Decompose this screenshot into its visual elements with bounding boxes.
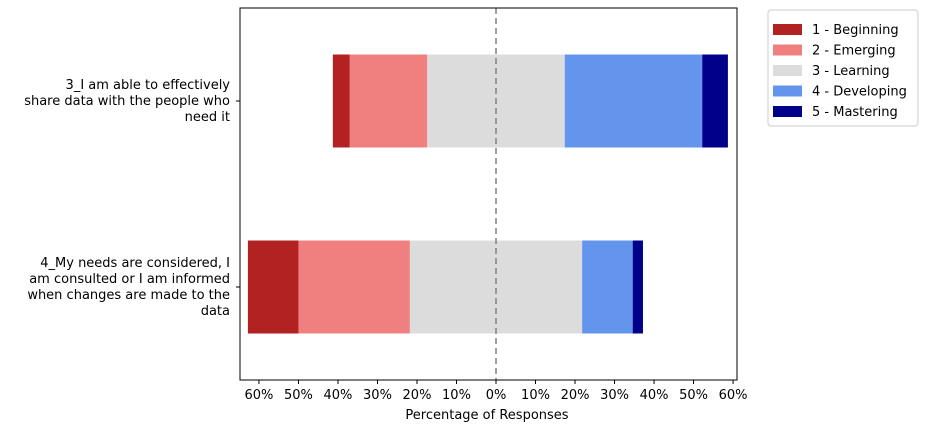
bar-segment (702, 54, 728, 148)
x-tick-label: 60% (245, 388, 274, 403)
x-tick-label: 50% (679, 388, 708, 403)
legend-swatch (773, 106, 802, 117)
legend-label: 4 - Developing (812, 85, 907, 100)
x-tick-label: 30% (600, 388, 629, 403)
x-tick-label: 40% (640, 388, 669, 403)
x-tick-label: 60% (719, 388, 748, 403)
x-axis-label: Percentage of Responses (405, 408, 568, 423)
legend-box (767, 9, 919, 127)
legend-label: 1 - Beginning (812, 23, 899, 38)
legend-swatch (773, 24, 802, 35)
x-tick-label: 40% (324, 388, 353, 403)
bar-segment (298, 240, 410, 334)
bar-segment (582, 240, 633, 334)
x-tick-label: 10% (521, 388, 550, 403)
x-tick-label: 50% (284, 388, 313, 403)
plot-frame (239, 7, 738, 381)
legend-label: 2 - Emerging (812, 44, 896, 59)
legend-label: 3 - Learning (812, 64, 890, 79)
x-tick-label: 10% (442, 388, 471, 403)
legend-swatch (773, 85, 802, 97)
x-tick-label: 20% (561, 388, 590, 403)
y-tick-label: 3_I am able to effectively share data wit… (24, 78, 230, 125)
bar-segment (349, 54, 428, 148)
x-tick-label: 0% (486, 388, 507, 403)
x-tick-label: 30% (363, 388, 392, 403)
x-tick-label: 20% (403, 388, 432, 403)
bar-segment (332, 54, 350, 148)
legend-swatch (773, 65, 802, 76)
bar-segment (247, 240, 299, 334)
bar-segment (632, 240, 643, 334)
legend-label: 5 - Mastering (812, 105, 898, 120)
bar-segment (564, 54, 703, 148)
legend-swatch (773, 44, 802, 56)
